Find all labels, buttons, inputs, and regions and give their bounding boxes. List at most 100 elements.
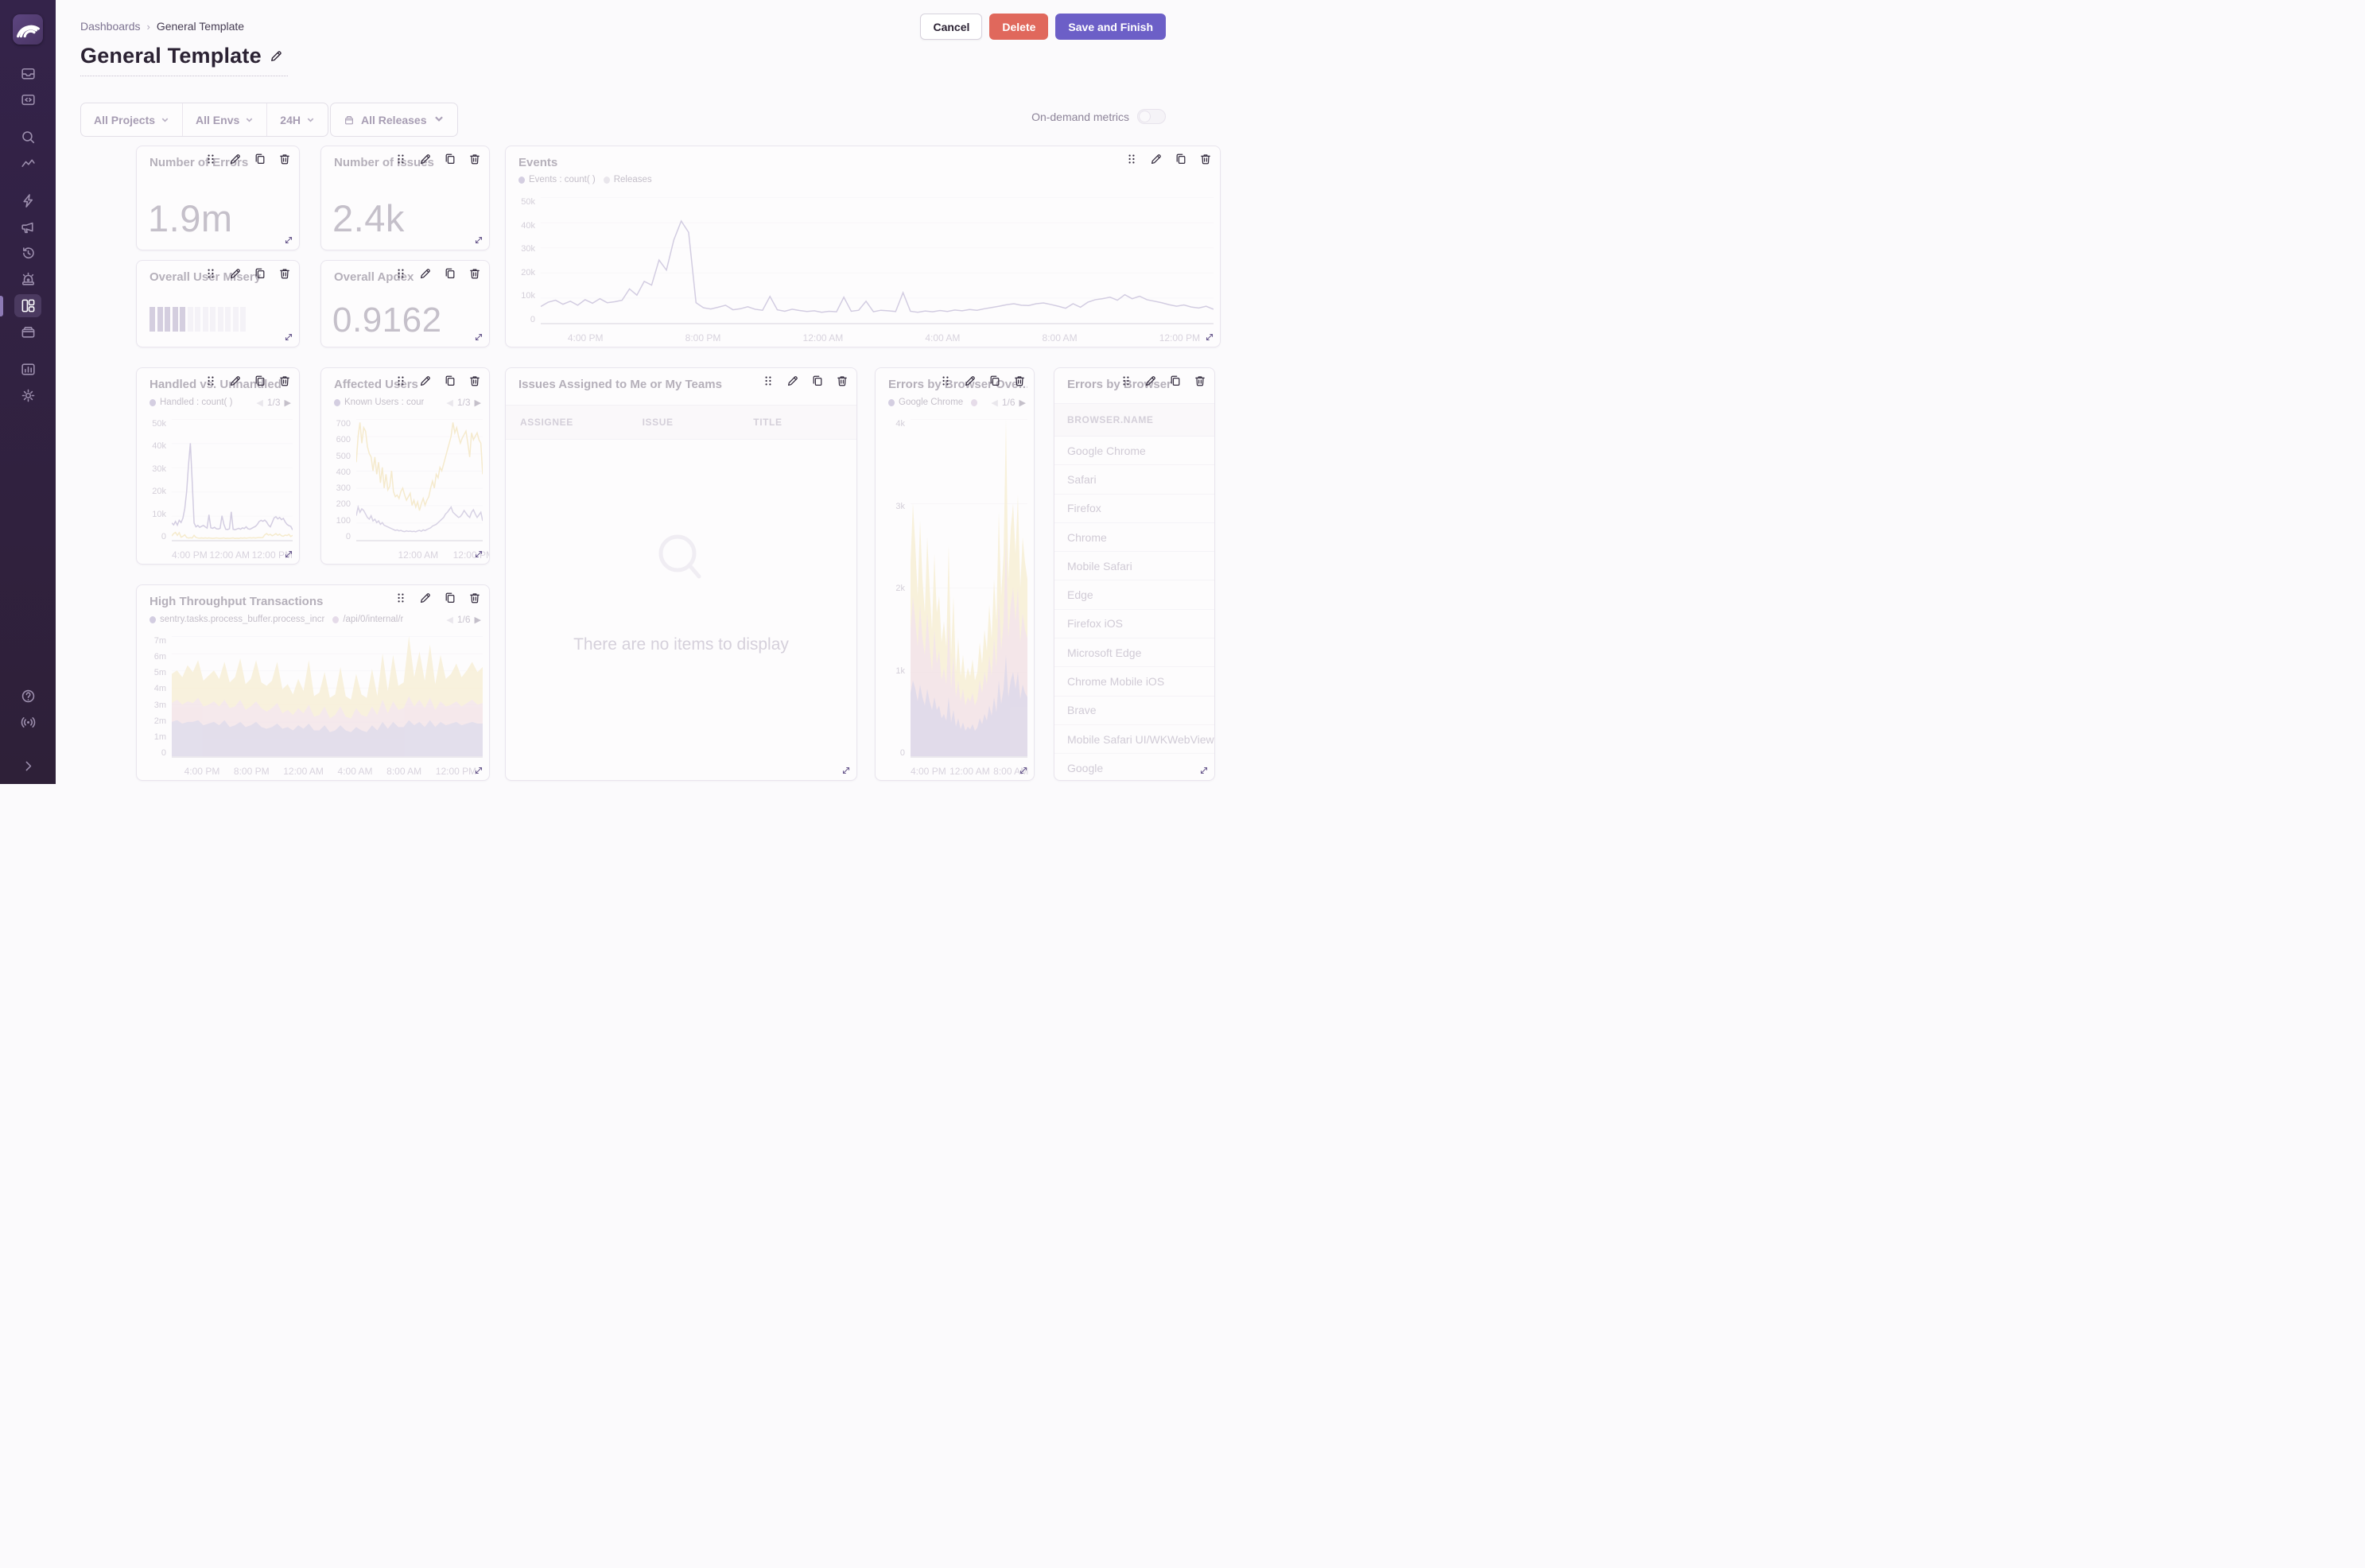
resize-handle-icon[interactable] [1198,765,1210,776]
edit-widget-icon[interactable] [229,153,242,165]
edit-widget-icon[interactable] [419,153,432,165]
sidebar-item-alerts[interactable] [14,268,41,291]
duplicate-widget-icon[interactable] [1169,375,1182,387]
delete-widget-icon[interactable] [468,153,481,165]
delete-widget-icon[interactable] [1199,153,1212,165]
duplicate-widget-icon[interactable] [444,267,456,280]
edit-widget-icon[interactable] [419,592,432,604]
drag-handle-icon[interactable] [204,375,217,387]
resize-handle-icon[interactable] [473,235,484,246]
legend-dot-icon [518,176,525,184]
filter-time-range[interactable]: 24H [267,103,328,136]
resize-handle-icon[interactable] [473,332,484,343]
resize-handle-icon[interactable] [283,549,294,560]
filter-all-projects[interactable]: All Projects [81,103,184,136]
filter-all-envs[interactable]: All Envs [183,103,268,136]
pager-next-icon[interactable]: ▶ [284,398,291,408]
pager-next-icon[interactable]: ▶ [474,615,481,625]
duplicate-widget-icon[interactable] [988,375,1001,387]
duplicate-widget-icon[interactable] [444,153,456,165]
delete-widget-icon[interactable] [278,267,291,280]
save-and-finish-button[interactable]: Save and Finish [1055,14,1166,40]
resize-handle-icon[interactable] [473,549,484,560]
duplicate-widget-icon[interactable] [254,267,266,280]
sidebar-item-projects[interactable] [14,88,41,111]
edit-widget-icon[interactable] [229,375,242,387]
delete-widget-icon[interactable] [278,153,291,165]
pager-prev-icon[interactable]: ◀ [991,398,998,408]
duplicate-widget-icon[interactable] [811,375,824,387]
y-tick-label: 5m [153,668,166,678]
delete-widget-icon[interactable] [1194,375,1206,387]
drag-handle-icon[interactable] [762,375,775,387]
delete-widget-icon[interactable] [468,592,481,604]
edit-widget-icon[interactable] [229,267,242,280]
duplicate-widget-icon[interactable] [444,375,456,387]
drag-handle-icon[interactable] [394,592,407,604]
sidebar-item-stats[interactable] [14,358,41,381]
edit-widget-icon[interactable] [786,375,799,387]
duplicate-widget-icon[interactable] [1175,153,1187,165]
drag-handle-icon[interactable] [939,375,952,387]
edit-widget-icon[interactable] [1150,153,1163,165]
chart-plot[interactable] [172,636,483,758]
drag-handle-icon[interactable] [1120,375,1132,387]
resize-handle-icon[interactable] [283,332,294,343]
sidebar-item-replays[interactable] [14,242,41,265]
chart-plot[interactable] [911,419,1027,758]
drag-handle-icon[interactable] [394,153,407,165]
resize-handle-icon[interactable] [1204,332,1215,343]
sidebar-item-issues[interactable] [14,62,41,85]
drag-handle-icon[interactable] [394,375,407,387]
edit-widget-icon[interactable] [419,375,432,387]
sidebar-item-performance[interactable] [14,189,41,212]
sidebar-item-whats-new[interactable] [14,711,41,734]
resize-handle-icon[interactable] [283,235,294,246]
sidebar-item-dashboards[interactable] [0,294,41,317]
sidebar-item-metrics[interactable] [14,152,41,175]
y-tick-label: 1k [895,666,905,676]
pager-prev-icon[interactable]: ◀ [446,615,453,625]
drag-handle-icon[interactable] [394,267,407,280]
chart-plot[interactable] [172,419,293,541]
toggle-knob [1139,111,1151,122]
sentry-logo[interactable] [13,14,43,45]
cancel-button[interactable]: Cancel [920,14,983,40]
chart-plot[interactable] [356,419,483,541]
sidebar-item-collapse[interactable] [14,755,41,778]
pager-prev-icon[interactable]: ◀ [256,398,263,408]
delete-widget-icon[interactable] [278,375,291,387]
sidebar-item-explore[interactable] [14,126,41,149]
edit-title-pencil-icon[interactable] [270,49,283,63]
pager-next-icon[interactable]: ▶ [474,398,481,408]
pager-prev-icon[interactable]: ◀ [446,398,453,408]
resize-handle-icon[interactable] [473,765,484,776]
sidebar-item-feedback[interactable] [14,215,41,239]
filter-all-releases[interactable]: All Releases [330,103,458,137]
edit-widget-icon[interactable] [1144,375,1157,387]
chevron-right-icon [20,758,37,774]
ondemand-metrics-toggle[interactable] [1137,109,1166,124]
edit-widget-icon[interactable] [964,375,977,387]
drag-handle-icon[interactable] [204,153,217,165]
drag-handle-icon[interactable] [1125,153,1138,165]
drag-handle-icon[interactable] [204,267,217,280]
misery-segment [217,307,223,332]
breadcrumb-dashboards[interactable]: Dashboards [80,20,141,33]
delete-widget-icon[interactable] [1013,375,1026,387]
sidebar-item-releases[interactable] [14,320,41,343]
duplicate-widget-icon[interactable] [444,592,456,604]
sidebar-item-help[interactable] [14,685,41,708]
edit-widget-icon[interactable] [419,267,432,280]
duplicate-widget-icon[interactable] [254,153,266,165]
delete-button[interactable]: Delete [989,14,1049,40]
delete-widget-icon[interactable] [468,267,481,280]
duplicate-widget-icon[interactable] [254,375,266,387]
delete-widget-icon[interactable] [836,375,849,387]
chart-plot[interactable] [541,197,1214,324]
sidebar-item-settings[interactable] [14,384,41,407]
delete-widget-icon[interactable] [468,375,481,387]
pager-next-icon[interactable]: ▶ [1019,398,1026,408]
resize-handle-icon[interactable] [1018,765,1029,776]
resize-handle-icon[interactable] [841,765,852,776]
